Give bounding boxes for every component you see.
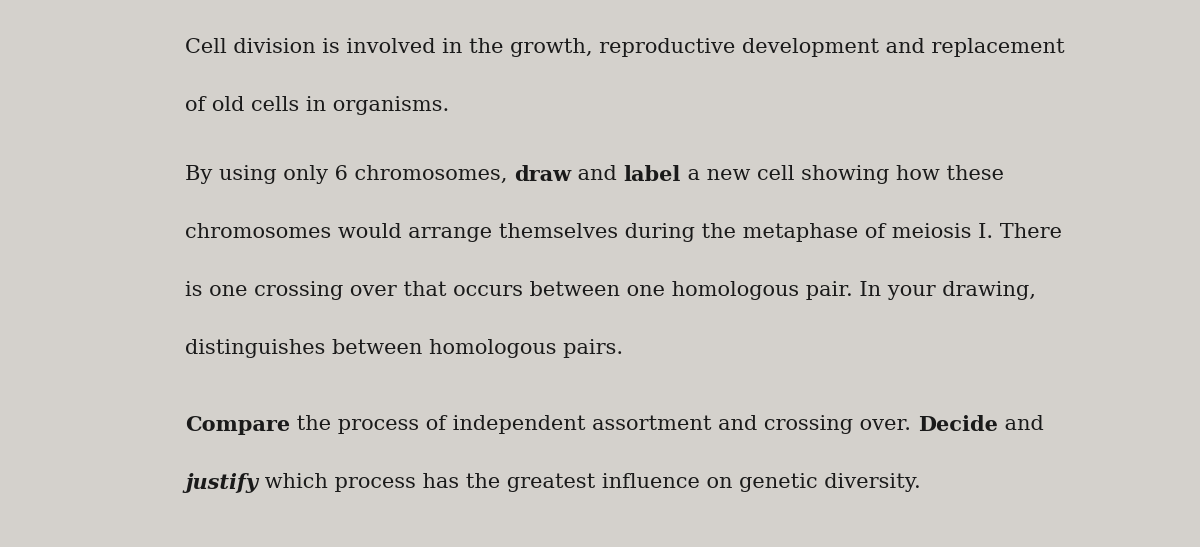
Text: distinguishes between homologous pairs.: distinguishes between homologous pairs. — [185, 339, 623, 358]
Text: By using only 6 chromosomes,: By using only 6 chromosomes, — [185, 165, 514, 184]
Text: justify: justify — [185, 473, 258, 493]
Text: the process of independent assortment and crossing over.: the process of independent assortment an… — [290, 415, 918, 434]
Text: draw: draw — [514, 165, 571, 185]
Text: label: label — [624, 165, 680, 185]
Text: chromosomes would arrange themselves during the metaphase of meiosis I. There: chromosomes would arrange themselves dur… — [185, 223, 1062, 242]
Text: Cell division is involved in the growth, reproductive development and replacemen: Cell division is involved in the growth,… — [185, 38, 1064, 57]
Text: is one crossing over that occurs between one homologous pair. In your drawing,: is one crossing over that occurs between… — [185, 281, 1036, 300]
Text: Compare: Compare — [185, 415, 290, 435]
Text: of old cells in organisms.: of old cells in organisms. — [185, 96, 449, 115]
Text: Decide: Decide — [918, 415, 997, 435]
Text: and: and — [571, 165, 624, 184]
Text: and: and — [997, 415, 1043, 434]
Text: which process has the greatest influence on genetic diversity.: which process has the greatest influence… — [258, 473, 920, 492]
Text: a new cell showing how these: a new cell showing how these — [680, 165, 1004, 184]
